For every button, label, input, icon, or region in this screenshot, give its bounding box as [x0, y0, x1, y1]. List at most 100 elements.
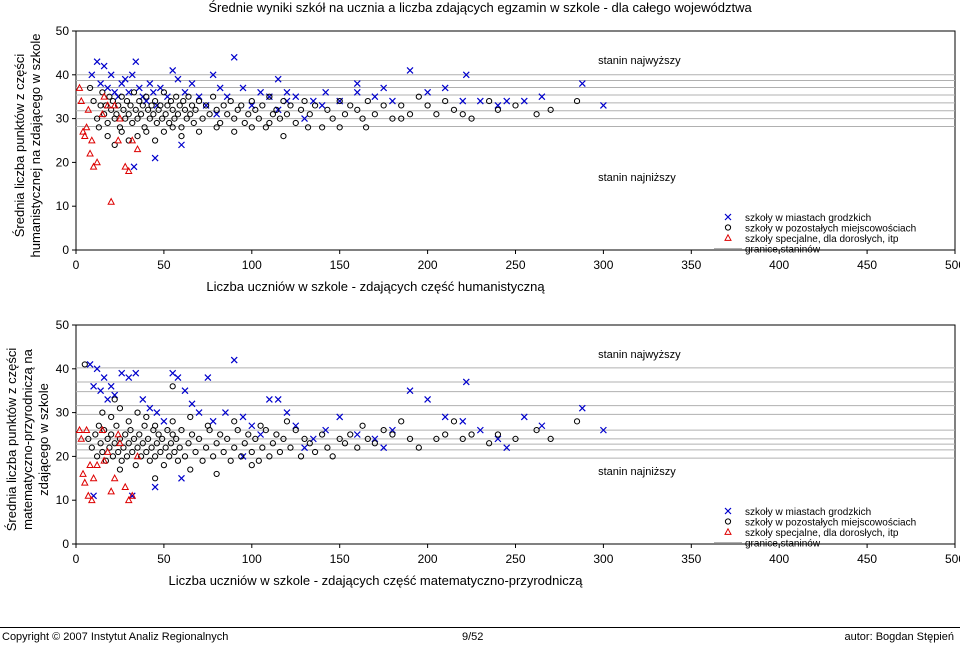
- point-miasta: [146, 404, 154, 412]
- x-tick-label: 300: [593, 552, 613, 566]
- point-specjalne: [133, 145, 142, 153]
- point-pozostale: [266, 93, 273, 100]
- point-miasta: [441, 84, 449, 92]
- point-pozostale: [106, 93, 113, 100]
- x-tick-label: 0: [73, 258, 80, 272]
- point-pozostale: [234, 106, 241, 113]
- point-miasta: [107, 382, 115, 390]
- point-miasta: [230, 53, 238, 61]
- point-specjalne: [98, 425, 107, 434]
- point-pozostale: [192, 106, 199, 113]
- point-pozostale: [280, 435, 287, 442]
- point-pozostale: [116, 466, 124, 473]
- point-pozostale: [248, 97, 255, 105]
- point-pozostale: [171, 448, 178, 456]
- point-pozostale: [341, 111, 349, 118]
- point-pozostale: [245, 111, 252, 118]
- point-pozostale: [252, 435, 259, 442]
- point-pozostale: [178, 133, 185, 140]
- point-specjalne: [82, 123, 91, 131]
- point-pozostale: [213, 470, 220, 478]
- point-miasta: [239, 84, 247, 92]
- point-pozostale: [99, 448, 106, 456]
- point-pozostale: [210, 93, 217, 100]
- point-miasta: [494, 435, 502, 443]
- point-miasta: [257, 88, 265, 96]
- point-pozostale: [108, 431, 115, 438]
- point-specjalne: [93, 460, 101, 469]
- y-tick-label: 50: [56, 24, 70, 38]
- point-pozostale: [273, 431, 280, 438]
- point-pozostale: [188, 431, 196, 438]
- legend-label: szkoły w pozostałych miejscowościach: [745, 518, 916, 529]
- point-miasta: [274, 75, 282, 83]
- point-miasta: [424, 396, 432, 403]
- point-miasta: [151, 483, 159, 491]
- point-pozostale: [152, 475, 159, 482]
- point-pozostale: [93, 453, 101, 460]
- page-title: Średnie wyniki szkół na ucznia a liczba …: [208, 0, 752, 15]
- point-pozostale: [329, 453, 336, 460]
- point-miasta: [209, 417, 217, 425]
- point-pozostale: [269, 440, 276, 447]
- point-pozostale: [283, 418, 291, 425]
- point-pozostale: [174, 457, 182, 464]
- point-pozostale: [157, 448, 164, 456]
- point-specjalne: [116, 439, 124, 447]
- point-pozostale: [129, 448, 136, 456]
- point-pozostale: [167, 97, 175, 105]
- y-tick-label: 40: [56, 362, 70, 376]
- point-miasta: [93, 365, 101, 373]
- point-pozostale: [160, 89, 167, 96]
- point-miasta: [301, 444, 308, 452]
- point-miasta: [520, 97, 528, 105]
- point-pozostale: [494, 431, 502, 438]
- point-miasta: [599, 102, 607, 109]
- point-miasta: [578, 80, 586, 87]
- point-miasta: [257, 431, 265, 438]
- x-tick-label: 450: [857, 258, 877, 272]
- point-pozostale: [115, 448, 122, 456]
- x-tick-label: 200: [418, 552, 438, 566]
- legend-label: szkoły specjalne, dla dorosłych, itp: [745, 528, 899, 539]
- y-tick-label: 20: [56, 155, 70, 169]
- point-pozostale: [231, 115, 238, 122]
- point-pozostale: [220, 448, 227, 456]
- point-pozostale: [442, 431, 449, 438]
- point-pozostale: [573, 97, 581, 105]
- point-pozostale: [266, 119, 273, 127]
- point-pozostale: [130, 435, 138, 442]
- point-pozostale: [116, 435, 124, 442]
- point-miasta: [151, 154, 159, 162]
- point-pozostale: [450, 106, 458, 113]
- point-pozostale: [304, 124, 312, 131]
- point-pozostale: [178, 427, 185, 434]
- point-miasta: [204, 374, 212, 381]
- point-pozostale: [95, 124, 102, 131]
- point-pozostale: [259, 102, 266, 109]
- point-pozostale: [224, 111, 231, 118]
- point-miasta: [520, 413, 528, 421]
- legend-marker-specjalne: [724, 527, 732, 535]
- point-pozostale: [169, 431, 176, 438]
- legend-label: szkoły specjalne, dla dorosłych, itp: [745, 234, 899, 245]
- point-pozostale: [199, 115, 206, 122]
- point-pozostale: [252, 106, 259, 113]
- point-miasta: [380, 444, 388, 452]
- point-pozostale: [371, 440, 378, 447]
- point-pozostale: [347, 431, 354, 438]
- point-specjalne: [75, 425, 84, 434]
- point-specjalne: [121, 162, 130, 170]
- point-specjalne: [77, 96, 86, 104]
- legend-label: szkoły w pozostałych miejscowościach: [745, 224, 916, 235]
- point-pozostale: [99, 89, 106, 96]
- point-pozostale: [512, 102, 519, 109]
- point-pozostale: [486, 440, 493, 447]
- point-miasta: [135, 84, 143, 92]
- point-pozostale: [148, 102, 155, 109]
- point-pozostale: [88, 444, 95, 451]
- x-tick-label: 450: [857, 552, 877, 566]
- point-miasta: [222, 409, 229, 417]
- point-specjalne: [75, 83, 84, 91]
